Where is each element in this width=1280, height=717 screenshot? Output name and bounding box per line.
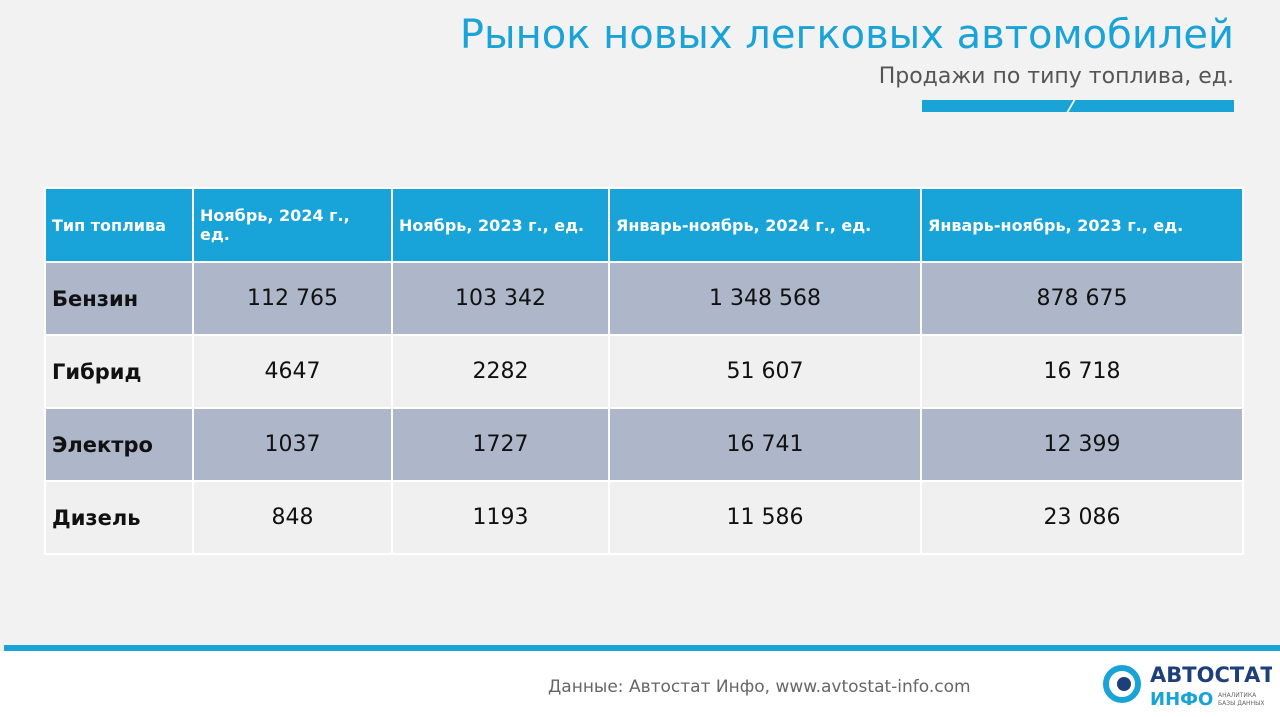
table-body: Бензин 112 765 103 342 1 348 568 878 675 Гибр… [44, 261, 1244, 555]
cell: 51 607 [608, 334, 922, 409]
cell: 16 741 [608, 407, 922, 482]
cell: 1727 [391, 407, 610, 482]
column-header: Ноябрь, 2023 г., ед. [391, 187, 610, 263]
cell: 16 718 [920, 334, 1244, 409]
cell: 103 342 [391, 261, 610, 336]
cell: 12 399 [920, 407, 1244, 482]
table-row: Дизель 848 1193 11 586 23 086 [44, 480, 1244, 555]
table-row: Бензин 112 765 103 342 1 348 568 878 675 [44, 261, 1244, 336]
column-header: Тип топлива [44, 187, 194, 263]
logo-ring [1103, 665, 1141, 703]
cell: 1193 [391, 480, 610, 555]
cell: 848 [192, 480, 393, 555]
table-row: Электро 1037 1727 16 741 12 399 [44, 407, 1244, 482]
title: Рынок новых легковых автомобилей [459, 12, 1234, 58]
footer [0, 651, 1280, 717]
cell: 4647 [192, 334, 393, 409]
logo-word1: АВТО [1150, 663, 1214, 687]
logo-tag1: АНАЛИТИКА [1218, 692, 1257, 699]
cell: 112 765 [192, 261, 393, 336]
subtitle: Продажи по типу топлива, ед. [878, 64, 1234, 89]
logo-word2: СТАТ [1214, 663, 1272, 687]
table: Тип топлива Ноябрь, 2024 г., ед. Ноябрь, 2… [44, 187, 1244, 555]
column-header: Январь-ноябрь, 2024 г., ед. [608, 187, 922, 263]
row-label: Электро [44, 407, 194, 482]
source: Данные: Автостат Инфо, www.avtostat-info… [548, 677, 971, 697]
column-header: Январь-ноябрь, 2023 г., ед. [920, 187, 1244, 263]
header-row: Тип топлива Ноябрь, 2024 г., ед. Ноябрь, 2… [44, 187, 1244, 263]
cell: 878 675 [920, 261, 1244, 336]
cell: 1037 [192, 407, 393, 482]
row-label: Бензин [44, 261, 194, 336]
logo-word: АВТОСТАТ [1150, 663, 1272, 687]
logo-tag2: БАЗЫ ДАННЫХ [1218, 700, 1265, 707]
table-row: Гибрид 4647 2282 51 607 16 718 [44, 334, 1244, 409]
accent-bar [922, 100, 1234, 112]
cell: 11 586 [608, 480, 922, 555]
logo-dot [1117, 677, 1131, 691]
cell: 23 086 [920, 480, 1244, 555]
row-label: Гибрид [44, 334, 194, 409]
logo: АВТОСТАТ ИНФО АНАЛИТИКА БАЗЫ ДАННЫХ [1103, 663, 1272, 710]
footer-rule [4, 645, 1280, 651]
logo-word3: ИНФО [1150, 689, 1213, 710]
column-header: Ноябрь, 2024 г., ед. [192, 187, 393, 263]
cell: 1 348 568 [608, 261, 922, 336]
row-label: Дизель [44, 480, 194, 555]
cell: 2282 [391, 334, 610, 409]
